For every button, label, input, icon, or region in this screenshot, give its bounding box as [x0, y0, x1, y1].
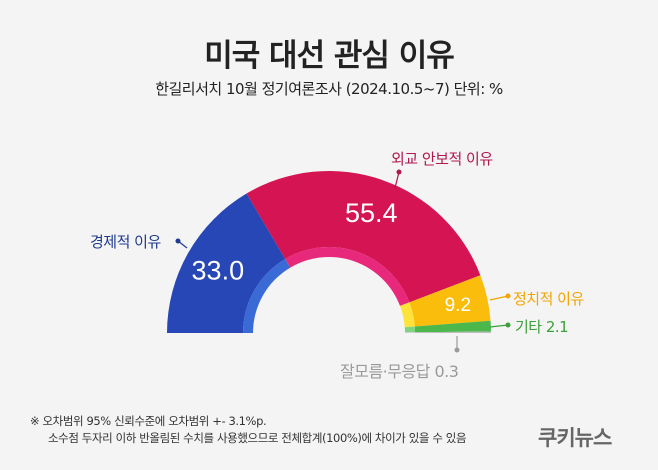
slice-dontknow	[414, 331, 491, 333]
slice-economic	[167, 193, 286, 333]
leader-dot-economic	[175, 238, 181, 244]
slice-inner-diplomacy	[285, 246, 410, 306]
leader-line-political	[489, 295, 509, 301]
data-label-economic: 33.0	[192, 256, 245, 286]
callout-label-political: 정치적 이유	[513, 290, 584, 308]
slice-inner-political	[400, 302, 415, 328]
slice-political	[409, 275, 491, 327]
callout-label-diplomacy: 외교 안보적 이유	[391, 150, 493, 168]
leader-dot-diplomacy	[396, 169, 402, 175]
slice-inner-other	[404, 326, 415, 333]
leader-line-diplomacy	[394, 171, 400, 189]
leader-line-other	[489, 324, 509, 328]
leader-dot-political	[505, 293, 511, 299]
logo: 쿠키뉴스	[538, 426, 612, 450]
slice-diplomacy	[246, 171, 481, 303]
leader-dot-other	[505, 322, 511, 328]
footnote-2: 소수점 두자리 이하 반올림된 수치를 사용했으므로 전체합계(100%)에 차…	[48, 431, 467, 445]
slice-inner-economic	[243, 258, 291, 333]
data-label-diplomacy: 55.4	[345, 198, 398, 228]
callout-label-dontknow: 잘모름·무응답 0.3	[340, 362, 459, 381]
leader-dot-dontknow	[454, 347, 460, 353]
slice-other	[414, 320, 491, 333]
callout-label-other: 기타 2.1	[515, 318, 569, 336]
footnote-1: ※ 오차범위 95% 신뢰수준에 오차범위 +- 3.1%p.	[30, 414, 267, 428]
slice-inner-dontknow	[404, 332, 415, 333]
chart-subtitle: 한길리서치 10월 정기여론조사 (2024.10.5~7) 단위: %	[155, 80, 503, 98]
chart-title: 미국 대선 관심 이유	[204, 38, 455, 74]
callout-label-economic: 경제적 이유	[90, 233, 161, 251]
data-label-political: 9.2	[445, 295, 471, 316]
